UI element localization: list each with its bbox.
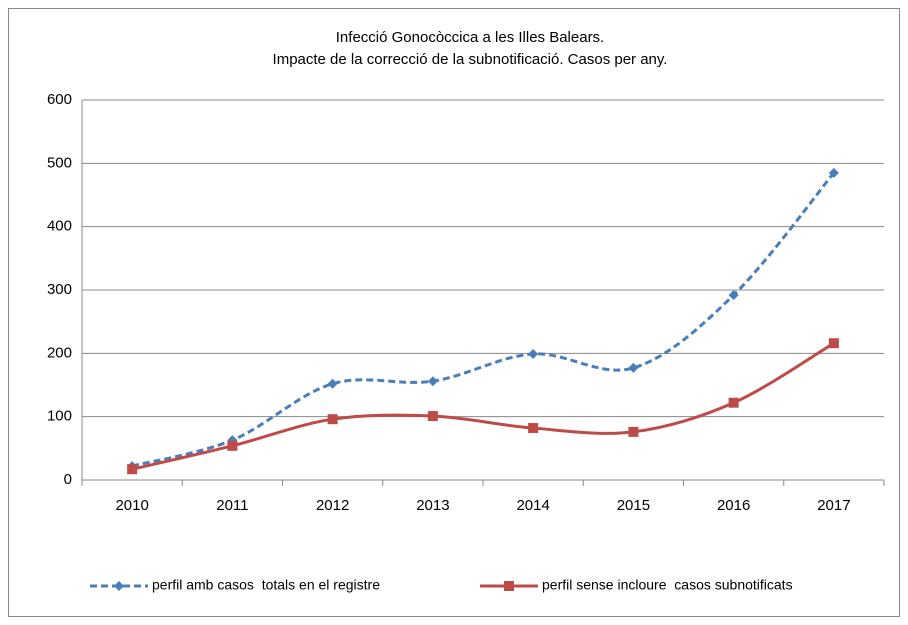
marker (327, 414, 338, 425)
marker (427, 376, 438, 387)
series-line (131, 341, 835, 471)
y-tick-label: 200 (47, 344, 72, 361)
x-tick-label: 2016 (717, 497, 750, 514)
x-tick-label: 2013 (416, 497, 449, 514)
marker (628, 426, 639, 437)
marker (427, 411, 438, 422)
marker (728, 290, 739, 301)
x-tick-label: 2010 (115, 497, 148, 514)
chart-title: Infecció Gonocòccica a les Illes Balears… (336, 29, 604, 46)
marker (127, 464, 138, 475)
x-tick-label: 2017 (817, 497, 850, 514)
legend-label: perfil amb casos totals en el registre (152, 577, 380, 593)
chart-subtitle: Impacte de la correcció de la subnotific… (273, 51, 668, 68)
y-tick-label: 400 (47, 218, 72, 235)
marker (227, 440, 238, 451)
marker (528, 348, 539, 359)
x-tick-label: 2011 (216, 497, 248, 514)
y-tick-label: 300 (47, 281, 72, 298)
x-tick-label: 2012 (316, 497, 349, 514)
y-tick-label: 0 (64, 471, 72, 488)
marker (327, 378, 338, 389)
marker (628, 362, 639, 373)
y-tick-label: 100 (47, 408, 72, 425)
x-tick-label: 2014 (516, 497, 549, 514)
chart-frame (8, 8, 900, 617)
y-tick-label: 500 (47, 154, 72, 171)
marker (828, 167, 839, 178)
legend-label: perfil sense incloure casos subnotificat… (542, 577, 793, 593)
marker (728, 397, 739, 408)
marker (528, 423, 539, 434)
marker (114, 581, 124, 591)
marker (828, 338, 839, 349)
y-tick-label: 600 (47, 91, 72, 108)
x-tick-label: 2015 (617, 497, 650, 514)
marker (504, 581, 514, 591)
